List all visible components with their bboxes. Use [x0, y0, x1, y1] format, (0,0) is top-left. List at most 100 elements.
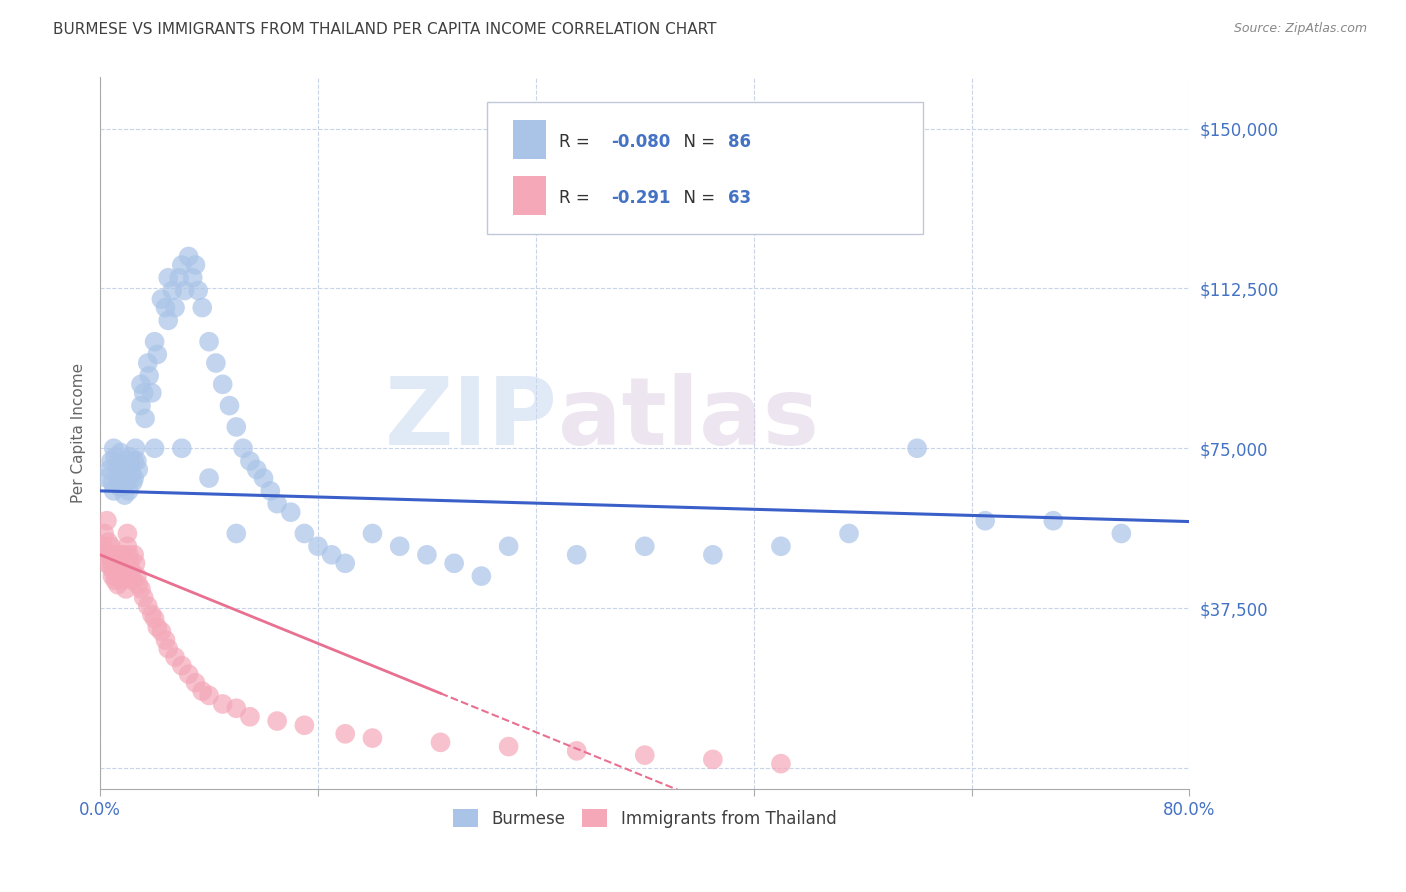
Point: [121, 574, 143, 588]
Point: [155, 633, 177, 648]
Point: [141, 607, 163, 622]
Point: [170, 258, 193, 272]
Point: [150, 624, 173, 639]
Point: [184, 258, 207, 272]
Point: [103, 565, 125, 579]
Point: [143, 442, 166, 456]
Point: [173, 284, 195, 298]
Text: atlas: atlas: [558, 373, 818, 465]
Point: [1111, 526, 1133, 541]
Point: [225, 526, 247, 541]
Point: [103, 548, 125, 562]
Point: [114, 560, 136, 574]
Point: [122, 471, 145, 485]
Text: 86: 86: [727, 134, 751, 152]
Point: [198, 334, 221, 349]
Point: [974, 514, 997, 528]
Point: [177, 667, 200, 681]
Point: [100, 539, 122, 553]
Text: -0.080: -0.080: [612, 134, 671, 152]
Point: [239, 710, 262, 724]
Point: [702, 752, 724, 766]
Point: [211, 377, 233, 392]
Point: [321, 548, 343, 562]
Point: [141, 385, 163, 400]
Point: [105, 557, 128, 571]
Point: [416, 548, 439, 562]
Point: [115, 454, 138, 468]
Point: [96, 471, 118, 485]
Point: [112, 480, 135, 494]
Point: [388, 539, 411, 553]
Point: [114, 488, 136, 502]
Point: [121, 475, 143, 490]
Point: [470, 569, 492, 583]
Point: [769, 756, 792, 771]
Point: [218, 399, 240, 413]
Point: [114, 569, 136, 583]
Point: [292, 526, 315, 541]
Point: [205, 356, 228, 370]
Legend: Burmese, Immigrants from Thailand: Burmese, Immigrants from Thailand: [447, 803, 844, 834]
Point: [155, 301, 177, 315]
Point: [211, 697, 233, 711]
Point: [361, 731, 384, 745]
Point: [191, 301, 214, 315]
Point: [129, 399, 152, 413]
Point: [157, 313, 180, 327]
Point: [225, 701, 247, 715]
Point: [124, 557, 146, 571]
Point: [98, 548, 121, 562]
Point: [129, 582, 152, 596]
Point: [127, 577, 149, 591]
Point: [117, 539, 139, 553]
Point: [134, 411, 156, 425]
Point: [702, 548, 724, 562]
Point: [187, 284, 209, 298]
Y-axis label: Per Capita Income: Per Capita Income: [72, 363, 86, 503]
Point: [246, 462, 269, 476]
Text: 63: 63: [727, 188, 751, 207]
Point: [181, 270, 204, 285]
Point: [905, 442, 928, 456]
Point: [103, 483, 125, 498]
Point: [117, 526, 139, 541]
Point: [634, 539, 657, 553]
Point: [100, 560, 122, 574]
Point: [136, 356, 159, 370]
Point: [103, 442, 125, 456]
Point: [163, 650, 186, 665]
Point: [146, 347, 169, 361]
Point: [120, 450, 142, 464]
Point: [163, 301, 186, 315]
Point: [108, 480, 131, 494]
Point: [170, 442, 193, 456]
Point: [280, 505, 302, 519]
Point: [429, 735, 451, 749]
Point: [307, 539, 329, 553]
Point: [122, 454, 145, 468]
Text: N =: N =: [673, 134, 720, 152]
Point: [107, 577, 129, 591]
Point: [118, 483, 141, 498]
Point: [191, 684, 214, 698]
Point: [122, 548, 145, 562]
Point: [177, 250, 200, 264]
Point: [335, 557, 357, 571]
Point: [443, 557, 465, 571]
Point: [100, 454, 122, 468]
Point: [157, 270, 180, 285]
Point: [1042, 514, 1064, 528]
Point: [112, 548, 135, 562]
Text: Source: ZipAtlas.com: Source: ZipAtlas.com: [1233, 22, 1367, 36]
Text: R =: R =: [558, 134, 595, 152]
Point: [143, 334, 166, 349]
Point: [167, 270, 190, 285]
Point: [91, 539, 114, 553]
Point: [96, 514, 118, 528]
Point: [125, 454, 148, 468]
Point: [162, 284, 184, 298]
Text: -0.291: -0.291: [612, 188, 671, 207]
Point: [132, 385, 155, 400]
Point: [361, 526, 384, 541]
